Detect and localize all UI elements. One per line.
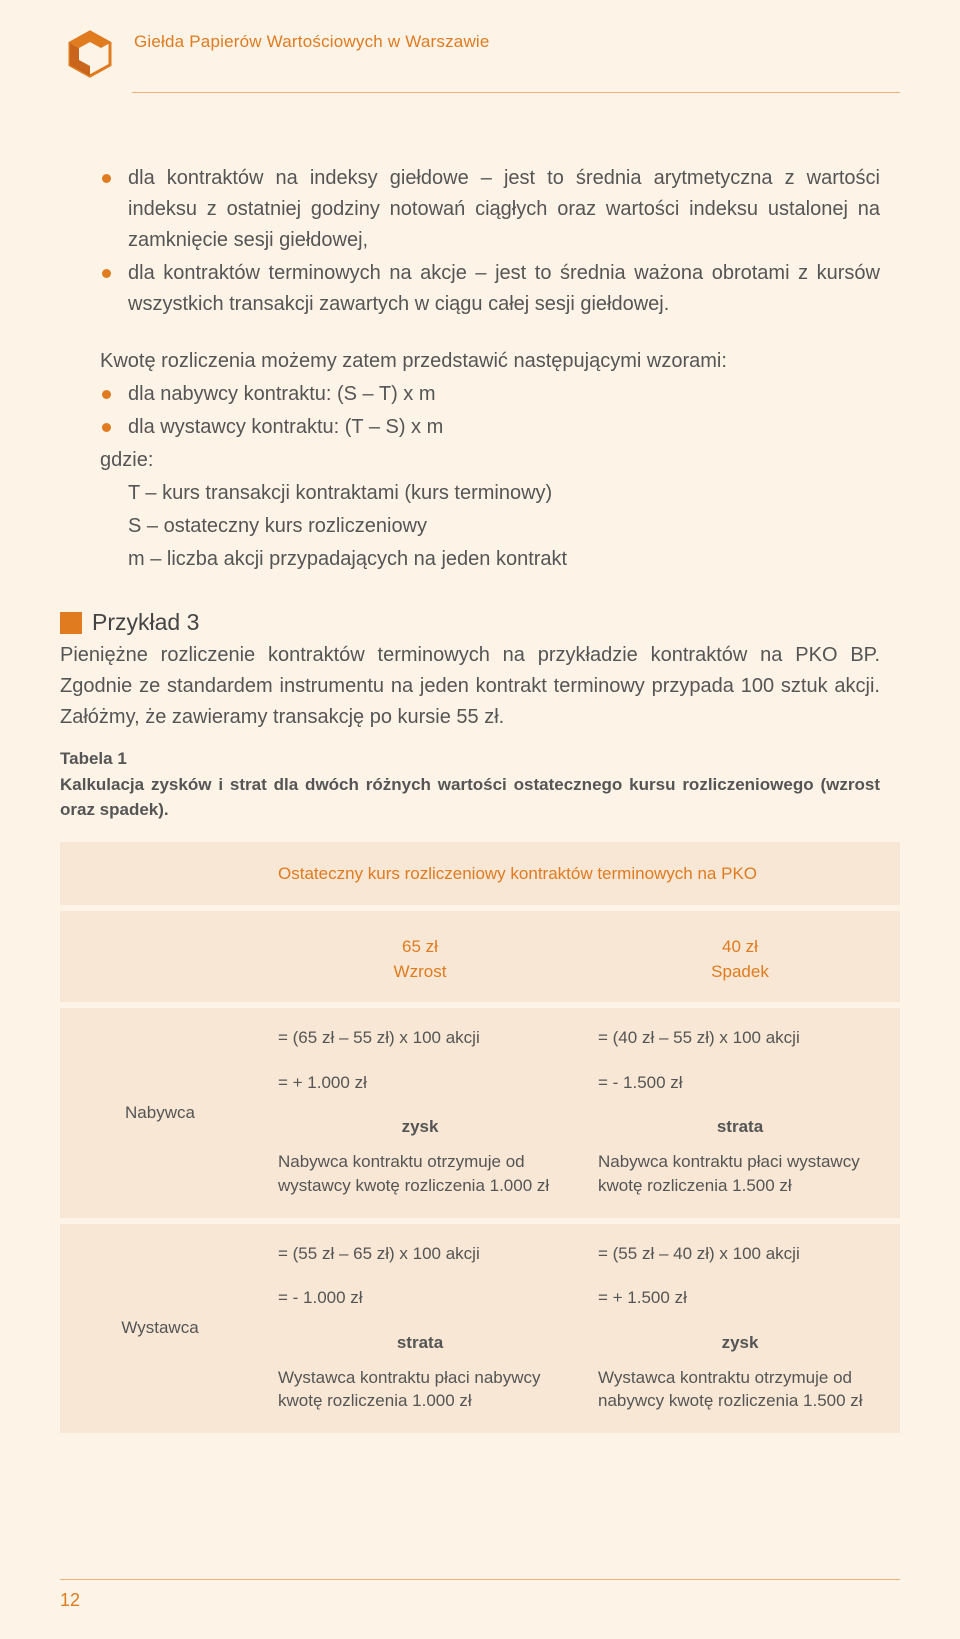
settlement-table: Ostateczny kurs rozliczeniowy kontraktów… (60, 842, 900, 1433)
cell-desc: Wystawca kontraktu płaci nabywcy kwotę r… (260, 1366, 580, 1434)
cell-calc: = (40 zł – 55 zł) x 100 akcji (580, 1005, 900, 1061)
cell-result: = + 1.500 zł (580, 1276, 900, 1321)
cell-result-label: strata (260, 1321, 580, 1366)
cell-desc: Nabywca kontraktu otrzymuje od wystawcy … (260, 1150, 580, 1218)
list-item: dla nabywcy kontraktu: (S – T) x m (128, 379, 880, 410)
bullet-list-2: dla nabywcy kontraktu: (S – T) x m dla w… (100, 379, 880, 443)
cell-desc: Nabywca kontraktu płaci wystawcy kwotę r… (580, 1150, 900, 1218)
scenario-col-1: 65 zł Wzrost (260, 908, 580, 1002)
definitions: gdzie: T – kurs transakcji kontraktami (… (100, 445, 880, 575)
bullet-list-1: dla kontraktów na indeksy giełdowe – jes… (100, 163, 880, 320)
cell-result-label: zysk (580, 1321, 900, 1366)
table-header-main: Ostateczny kurs rozliczeniowy kontraktów… (260, 842, 900, 905)
cell-result-label: zysk (260, 1105, 580, 1150)
def-line: m – liczba akcji przypadających na jeden… (100, 544, 880, 575)
page-header: Giełda Papierów Wartościowych w Warszawi… (60, 30, 900, 82)
cell-desc: Wystawca kontraktu otrzymuje od nabywcy … (580, 1366, 900, 1434)
page-number: 12 (60, 1590, 900, 1611)
def-line: T – kurs transakcji kontraktami (kurs te… (100, 478, 880, 509)
list-item: dla kontraktów na indeksy giełdowe – jes… (128, 163, 880, 256)
cell-calc: = (55 zł – 65 zł) x 100 akcji (260, 1221, 580, 1277)
example-text: Pieniężne rozliczenie kontraktów termino… (60, 640, 880, 733)
scenario-col-2: 40 zł Spadek (580, 908, 900, 1002)
cell-result-label: strata (580, 1105, 900, 1150)
table-label: Tabela 1 (60, 749, 880, 769)
list-item: dla wystawcy kontraktu: (T – S) x m (128, 412, 880, 443)
row-label-seller: Wystawca (60, 1221, 260, 1434)
cell-result: = + 1.000 zł (260, 1061, 580, 1106)
def-line: S – ostateczny kurs rozliczeniowy (100, 511, 880, 542)
gpw-logo-icon (60, 30, 120, 82)
cell-result: = - 1.000 zł (260, 1276, 580, 1321)
paragraph: Kwotę rozliczenia możemy zatem przedstaw… (100, 346, 880, 377)
header-divider (132, 92, 900, 93)
square-bullet-icon (60, 612, 82, 634)
table-caption: Kalkulacja zysków i strat dla dwóch różn… (60, 773, 880, 822)
list-item: dla kontraktów terminowych na akcje – je… (128, 258, 880, 320)
example-block: Przykład 3 Pieniężne rozliczenie kontrak… (100, 609, 880, 1433)
cell-calc: = (65 zł – 55 zł) x 100 akcji (260, 1005, 580, 1061)
footer-divider (60, 1579, 900, 1580)
page-header-title: Giełda Papierów Wartościowych w Warszawi… (134, 30, 490, 52)
cell-result: = - 1.500 zł (580, 1061, 900, 1106)
page-footer: 12 (60, 1579, 900, 1611)
def-line: gdzie: (100, 445, 880, 476)
cell-calc: = (55 zł – 40 zł) x 100 akcji (580, 1221, 900, 1277)
example-title: Przykład 3 (92, 609, 199, 636)
row-label-buyer: Nabywca (60, 1005, 260, 1218)
